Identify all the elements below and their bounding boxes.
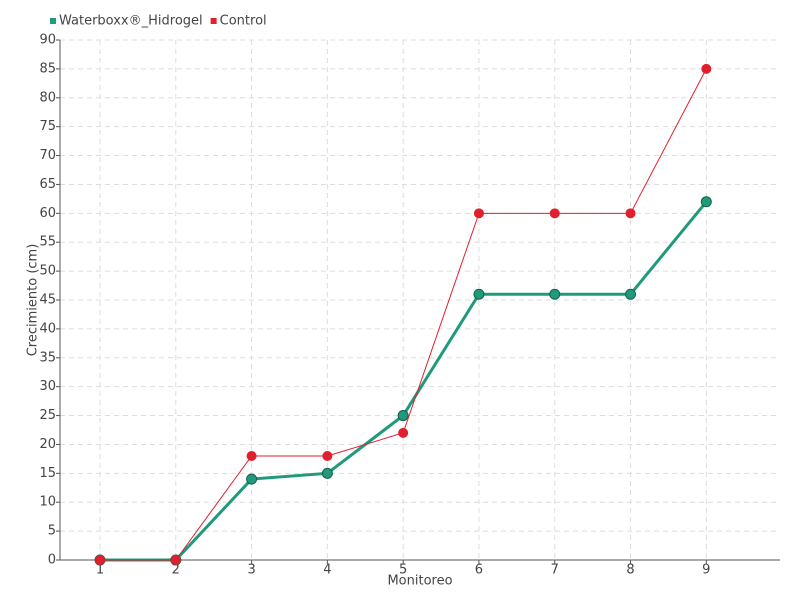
y-tick-label: 25 [39,408,56,423]
data-point [549,288,561,300]
data-point [322,451,333,461]
y-tick-label: 90 [39,33,56,48]
x-tick-label: 3 [247,563,255,578]
data-point [701,63,712,74]
data-point [625,208,636,219]
y-tick-label: 30 [39,379,56,394]
y-tick-label: 15 [39,466,56,481]
y-tick-label: 60 [39,206,56,221]
data-point [397,410,409,422]
y-tick-label: 50 [39,264,56,279]
y-tick-label: 85 [39,61,56,76]
y-tick-label: 10 [39,495,56,510]
y-tick-label: 70 [39,148,56,163]
x-tick-label: 9 [702,563,710,578]
y-tick-label: 40 [39,321,56,336]
legend-label: Waterboxx®_Hidrogel [59,14,203,29]
data-point [321,467,333,479]
data-point [625,288,637,300]
y-tick-label: 5 [48,524,56,539]
y-tick-label: 80 [39,90,56,105]
y-tick-label: 65 [39,177,56,192]
y-axis-label: Crecimiento (cm) [26,244,41,357]
data-point [246,451,257,461]
data-point [473,288,485,300]
data-point [473,208,484,219]
legend-label: Control [220,14,267,29]
x-tick-label: 1 [96,563,104,578]
data-point [246,473,258,485]
x-axis-label: Monitoreo [387,574,452,589]
y-tick-label: 45 [39,293,56,308]
x-tick-label: 4 [323,563,331,578]
legend-swatch [50,18,56,24]
data-point [398,427,409,438]
y-tick-label: 35 [39,350,56,365]
x-tick-label: 5 [399,563,407,578]
y-tick-label: 55 [39,235,56,250]
y-tick-label: 0 [48,553,56,568]
data-point [700,196,712,208]
legend-swatch [210,18,217,24]
data-point [549,208,560,219]
data-point [95,555,105,565]
data-point [170,555,181,565]
x-tick-label: 2 [172,563,180,578]
series-line [100,200,708,562]
x-tick-label: 8 [626,563,634,578]
x-tick-label: 7 [551,563,559,578]
y-tick-label: 20 [39,437,56,452]
x-tick-label: 6 [475,563,483,578]
y-tick-label: 75 [39,119,56,134]
